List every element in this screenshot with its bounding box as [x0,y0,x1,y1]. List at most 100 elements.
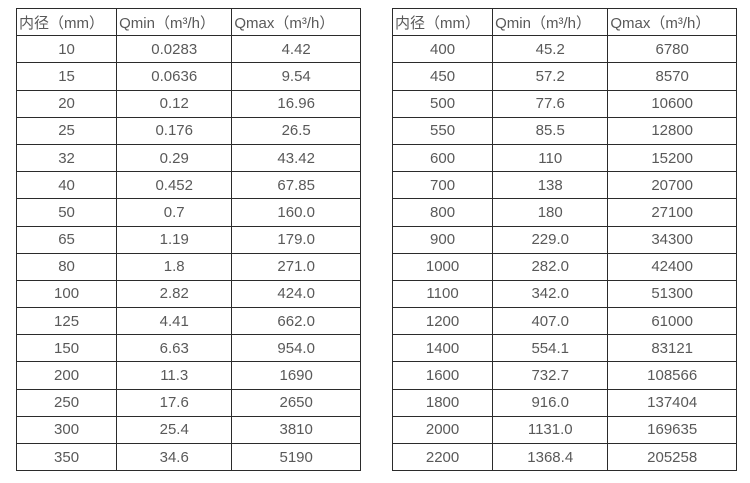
table-row: 2200 1368.4 205258 [391,442,737,472]
table-cell: 271.0 [231,252,361,281]
table-cell: 15200 [607,143,737,173]
table-cell: 3810 [231,415,361,445]
table-cell: 732.7 [492,361,609,390]
table-row: 500 77.6 10600 [391,89,737,118]
table-cell: 51300 [607,279,737,309]
table-cell: 11.3 [116,361,233,390]
table-cell: 25 [15,116,118,145]
table-row: 50 0.7 160.0 [15,198,361,227]
table-cell: 34300 [607,225,737,254]
table-cell: 1400 [391,334,494,363]
table-cell: 34.6 [116,442,233,472]
table-cell: 0.7 [116,198,233,227]
table-cell: 0.0283 [116,35,233,64]
table-cell: 80 [15,252,118,281]
table-cell: 25.4 [116,415,233,445]
table-cell: 77.6 [492,89,609,118]
table-cell: 0.0636 [116,62,233,91]
table-cell: 1690 [231,361,361,390]
table-cell: 700 [391,171,494,200]
table-row: 350 34.6 5190 [15,442,361,472]
table-cell: 4.42 [231,35,361,64]
table-row: 20 0.12 16.96 [15,89,361,118]
table-cell: 800 [391,198,494,227]
table-cell: 407.0 [492,307,609,336]
table-cell: 42400 [607,252,737,281]
table-cell: 424.0 [231,279,361,309]
table-cell: 43.42 [231,143,361,173]
table-cell: 6.63 [116,334,233,363]
table-cell: 500 [391,89,494,118]
flow-spec-table-left: 内径（mm） Qmin（m³/h） Qmax（m³/h） 10 0.0283 4.42 15… [15,7,361,472]
column-header: Qmax（m³/h） [231,7,361,37]
table-cell: 169635 [607,415,737,445]
table-row: 25 0.176 26.5 [15,116,361,145]
table-cell: 50 [15,198,118,227]
table-row: 300 25.4 3810 [15,415,361,445]
table-cell: 600 [391,143,494,173]
table-row: 150 6.63 954.0 [15,334,361,363]
table-cell: 2650 [231,388,361,417]
column-header: Qmax（m³/h） [607,7,737,37]
table-cell: 900 [391,225,494,254]
table-cell: 40 [15,171,118,200]
table-cell: 1100 [391,279,494,309]
table-cell: 6780 [607,35,737,64]
table-row: 1100 342.0 51300 [391,279,737,309]
table-cell: 10600 [607,89,737,118]
table-cell: 160.0 [231,198,361,227]
table-cell: 1.8 [116,252,233,281]
table-row: 900 229.0 34300 [391,225,737,254]
table-row: 1200 407.0 61000 [391,307,737,336]
table-cell: 57.2 [492,62,609,91]
table-row: 550 85.5 12800 [391,116,737,145]
table-row: 600 110 15200 [391,143,737,173]
table-row: 10 0.0283 4.42 [15,35,361,64]
table-cell: 5190 [231,442,361,472]
flow-spec-table-right: 内径（mm） Qmin（m³/h） Qmax（m³/h） 400 45.2 6780 450… [391,7,737,472]
table-cell: 200 [15,361,118,390]
table-row: 200 11.3 1690 [15,361,361,390]
table-cell: 4.41 [116,307,233,336]
table-cell: 26.5 [231,116,361,145]
table-cell: 300 [15,415,118,445]
table-row: 2000 1131.0 169635 [391,415,737,445]
table-cell: 400 [391,35,494,64]
table-cell: 205258 [607,442,737,472]
table-cell: 108566 [607,361,737,390]
table-cell: 1.19 [116,225,233,254]
table-cell: 65 [15,225,118,254]
table-cell: 0.29 [116,143,233,173]
table-cell: 20 [15,89,118,118]
table-cell: 450 [391,62,494,91]
table-cell: 0.452 [116,171,233,200]
table-cell: 2.82 [116,279,233,309]
table-cell: 1368.4 [492,442,609,472]
table-row: 100 2.82 424.0 [15,279,361,309]
table-cell: 83121 [607,334,737,363]
table-cell: 12800 [607,116,737,145]
table-cell: 229.0 [492,225,609,254]
table-cell: 125 [15,307,118,336]
header-row: 内径（mm） Qmin（m³/h） Qmax（m³/h） [391,7,737,37]
table-row: 1400 554.1 83121 [391,334,737,363]
table-cell: 27100 [607,198,737,227]
table-row: 80 1.8 271.0 [15,252,361,281]
table-cell: 1131.0 [492,415,609,445]
table-cell: 554.1 [492,334,609,363]
table-cell: 954.0 [231,334,361,363]
table-cell: 2200 [391,442,494,472]
table-cell: 1600 [391,361,494,390]
table-row: 32 0.29 43.42 [15,143,361,173]
table-row: 450 57.2 8570 [391,62,737,91]
table-cell: 0.176 [116,116,233,145]
table-row: 700 138 20700 [391,171,737,200]
table-cell: 16.96 [231,89,361,118]
table-cell: 9.54 [231,62,361,91]
table-cell: 916.0 [492,388,609,417]
table-cell: 15 [15,62,118,91]
table-cell: 137404 [607,388,737,417]
table-cell: 17.6 [116,388,233,417]
column-header: Qmin（m³/h） [492,7,609,37]
table-cell: 250 [15,388,118,417]
